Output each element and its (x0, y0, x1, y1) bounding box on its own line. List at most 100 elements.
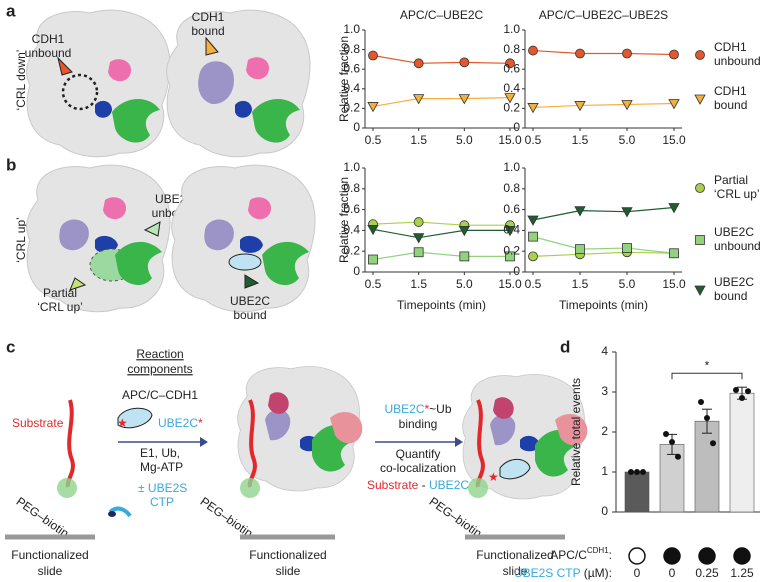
y-axis-label: Relative fraction (337, 36, 351, 122)
ctp-value: 0.25 (695, 566, 719, 580)
y-tick-label: 0.8 (503, 181, 520, 195)
label: co-localization (380, 461, 456, 475)
subunit (95, 100, 112, 118)
legend-label: bound (714, 289, 747, 303)
label: Functionalized (476, 548, 553, 562)
subunit (103, 197, 126, 220)
point (669, 248, 679, 259)
point (412, 94, 425, 105)
subplot-title: APC/C–UBE2C–UBE2S (539, 8, 668, 22)
subunit (248, 197, 271, 220)
data-point (739, 395, 745, 401)
point (367, 102, 379, 113)
y-tick-label: 1.0 (503, 22, 520, 36)
arrow (200, 437, 208, 447)
y-tick-label: 0 (513, 120, 520, 134)
subunit (246, 57, 269, 80)
y-tick-label: 0.4 (343, 81, 360, 95)
x-tick-label: 0.5 (365, 133, 382, 147)
data-point (675, 453, 681, 460)
label: * (198, 416, 203, 430)
y-tick-label: 0 (601, 504, 608, 518)
y-axis-label: Relative total events (569, 378, 583, 486)
label: Partial (43, 286, 77, 300)
point (668, 203, 680, 214)
panel-label: a (6, 1, 16, 20)
label: components (127, 362, 192, 376)
legend-label: UBE2C (714, 225, 754, 239)
point (505, 251, 515, 262)
point (528, 45, 538, 56)
line (372, 54, 511, 64)
subunit (235, 100, 252, 118)
subunit (240, 235, 263, 253)
point (412, 233, 425, 244)
y-tick-label: 0.8 (343, 42, 360, 56)
cdh1 (59, 219, 89, 251)
point (621, 100, 633, 111)
y-tick-label: 0.8 (343, 181, 360, 195)
y-tick-label: 0.2 (343, 101, 360, 115)
data-point (634, 469, 640, 475)
cdh1-indicator (733, 547, 751, 565)
subunit (268, 392, 289, 414)
row-label: UBE2S CTP (514, 566, 581, 580)
x-tick-label: 0.5 (525, 133, 542, 147)
y-tick-label: 0.2 (343, 243, 360, 257)
label: unbound (25, 46, 72, 60)
ube2c (228, 253, 262, 271)
label: Quantify (396, 447, 441, 461)
point (413, 217, 424, 227)
data-point (663, 431, 669, 437)
point (527, 215, 539, 226)
point (622, 243, 632, 253)
data-point (640, 469, 646, 475)
charts: Relative fraction APC/C–UBE2C 0 0.2 0.4 0.6 0.… (337, 8, 761, 580)
y-tick-label: 0.6 (343, 202, 360, 216)
legend-marker (695, 50, 705, 60)
ctp-value: 0 (669, 566, 676, 580)
label: Mg-ATP (140, 460, 183, 474)
row-label: : (609, 548, 612, 562)
y-tick-label: 1.0 (343, 22, 360, 36)
subunit (252, 98, 300, 143)
point (504, 226, 516, 237)
label: binding (399, 417, 438, 431)
substrate (65, 399, 75, 488)
label: * (424, 402, 429, 416)
x-tick-label: 5.0 (456, 133, 473, 147)
line (372, 221, 510, 226)
cdh1 (490, 414, 516, 446)
line (532, 49, 675, 56)
y-tick-label: 0 (513, 264, 520, 278)
row-label: UBE2S CTP (µM): (514, 566, 612, 580)
panel-label: c (6, 337, 15, 356)
point (622, 48, 632, 59)
label: UBE2C (429, 478, 469, 492)
point (574, 101, 586, 112)
side-label: ‘CRL up’ (14, 217, 28, 263)
x-tick-label: 5.0 (619, 277, 636, 291)
label: Substrate - UBE2C (367, 478, 469, 492)
data-point (745, 388, 751, 395)
star: ★ (117, 416, 128, 430)
legend-label: CDH1 (714, 40, 747, 54)
empty-site (61, 73, 99, 111)
legend-label: Partial (714, 173, 748, 187)
diagram-b: ‘CRL up’ UBE2C unbound Partial ‘CRL up’ … (14, 164, 316, 322)
x-tick-label: 5.0 (619, 133, 636, 147)
label: ± UBE2S (138, 481, 187, 495)
x-tick-label: 15.0 (662, 133, 686, 147)
point (459, 251, 470, 262)
line (532, 102, 675, 109)
subunit (108, 59, 131, 82)
row-label: APC/CCDH1: (550, 546, 612, 562)
point (528, 231, 538, 242)
y-tick-label: 2 (601, 424, 608, 438)
x-tick-label: 0.5 (525, 277, 542, 291)
line (532, 251, 675, 257)
y-tick-label: 3 (601, 384, 608, 398)
cdh1 (198, 61, 234, 105)
label: UBE2C (158, 416, 198, 430)
